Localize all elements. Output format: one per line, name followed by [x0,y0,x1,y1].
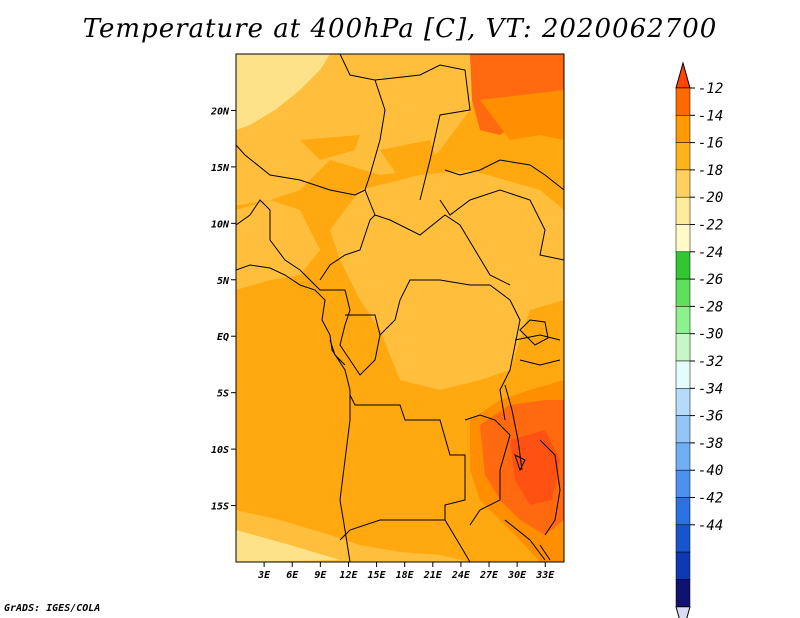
country-borders [236,54,564,562]
lon-tick-label: 27E [479,570,499,581]
field-south-pale [236,530,340,562]
lon-tick-label: 6E [286,570,299,581]
colorbar-segment [675,442,691,471]
colorbar-segment [675,469,691,498]
colorbar-segment [675,142,691,171]
lat-tick-label: 20N [210,106,230,117]
colorbar-label: -26 [698,272,723,288]
colorbar-label: -12 [698,81,723,97]
temperature-field [236,54,564,562]
colorbar-label: -40 [698,463,723,479]
colorbar-label: -32 [698,354,723,370]
colorbar-label: -18 [698,163,723,179]
colorbar-label: -44 [698,518,723,534]
colorbar-top-arrow [675,61,691,89]
lat-tick-label: 10N [211,219,230,230]
field-west-mid [236,300,350,420]
colorbar-label: -14 [698,108,723,124]
field-spot-2 [380,140,440,180]
colorbar-segment [675,115,691,143]
map-frame [235,53,565,563]
colorbar: -12 -14 -16 -18 -20 -22 -24 -26 -28 -30 -32 -34 -36 -… [675,61,723,618]
latitude-axis: 20N 15N 10N 5N EQ 5S 10S 15S [210,106,236,513]
longitude-axis: 3E 6E 9E 12E 15E 18E 21E 24E 27E 30E 33E [257,562,555,581]
field-spot-1 [300,135,360,160]
lat-tick-label: 15N [211,163,230,174]
field-southeast-hotter [510,430,560,505]
lat-tick-label: 5S [217,389,229,400]
lon-tick-label: 12E [339,570,358,581]
grads-credit: GrADS: IGES/COLA [4,603,101,614]
lat-tick-label: 15S [211,502,229,513]
colorbar-segment [675,196,691,225]
colorbar-label: -42 [698,491,723,507]
colorbar-segment [675,415,691,444]
colorbar-segment [675,224,691,253]
colorbar-label: -38 [698,436,723,452]
lon-tick-label: 18E [396,570,415,581]
colorbar-label: -20 [698,190,723,206]
lon-tick-label: 30E [507,570,527,581]
field-west-light [236,200,320,290]
colorbar-segment [675,497,691,526]
colorbar-segment [675,360,691,389]
field-pale-northwest [236,54,330,130]
lat-tick-label: 5N [217,276,230,287]
colorbar-label: -24 [698,245,723,261]
colorbar-segment [675,169,691,198]
lon-tick-label: 21E [423,570,443,581]
colorbar-segment [675,251,691,280]
map-title: Temperature at 400hPa [C], VT: 202006270… [82,14,718,44]
lon-tick-label: 3E [257,570,271,581]
colorbar-label: -30 [698,327,723,343]
lon-tick-label: 33E [535,570,555,581]
field-northeast-dark [480,90,564,140]
colorbar-segment [675,524,691,553]
lat-tick-label: EQ [217,332,229,343]
colorbar-label: -16 [698,136,723,152]
colorbar-bottom-arrow [675,606,691,618]
colorbar-segment [675,306,691,334]
lon-tick-label: 15E [368,570,387,581]
colorbar-label: -34 [698,381,723,397]
colorbar-label: -22 [698,218,723,234]
colorbar-segment [675,551,691,580]
lon-tick-label: 9E [314,570,327,581]
colorbar-label: -28 [698,299,723,315]
colorbar-segment [675,87,691,116]
colorbar-segment [675,278,691,307]
colorbar-label: -36 [698,409,723,425]
colorbar-segment [675,388,691,416]
lon-tick-label: 24E [451,570,471,581]
field-south-mid [236,400,480,545]
field-central-light [330,170,564,390]
lat-tick-label: 10S [211,445,229,456]
colorbar-segment [675,579,691,607]
colorbar-segment [675,333,691,362]
